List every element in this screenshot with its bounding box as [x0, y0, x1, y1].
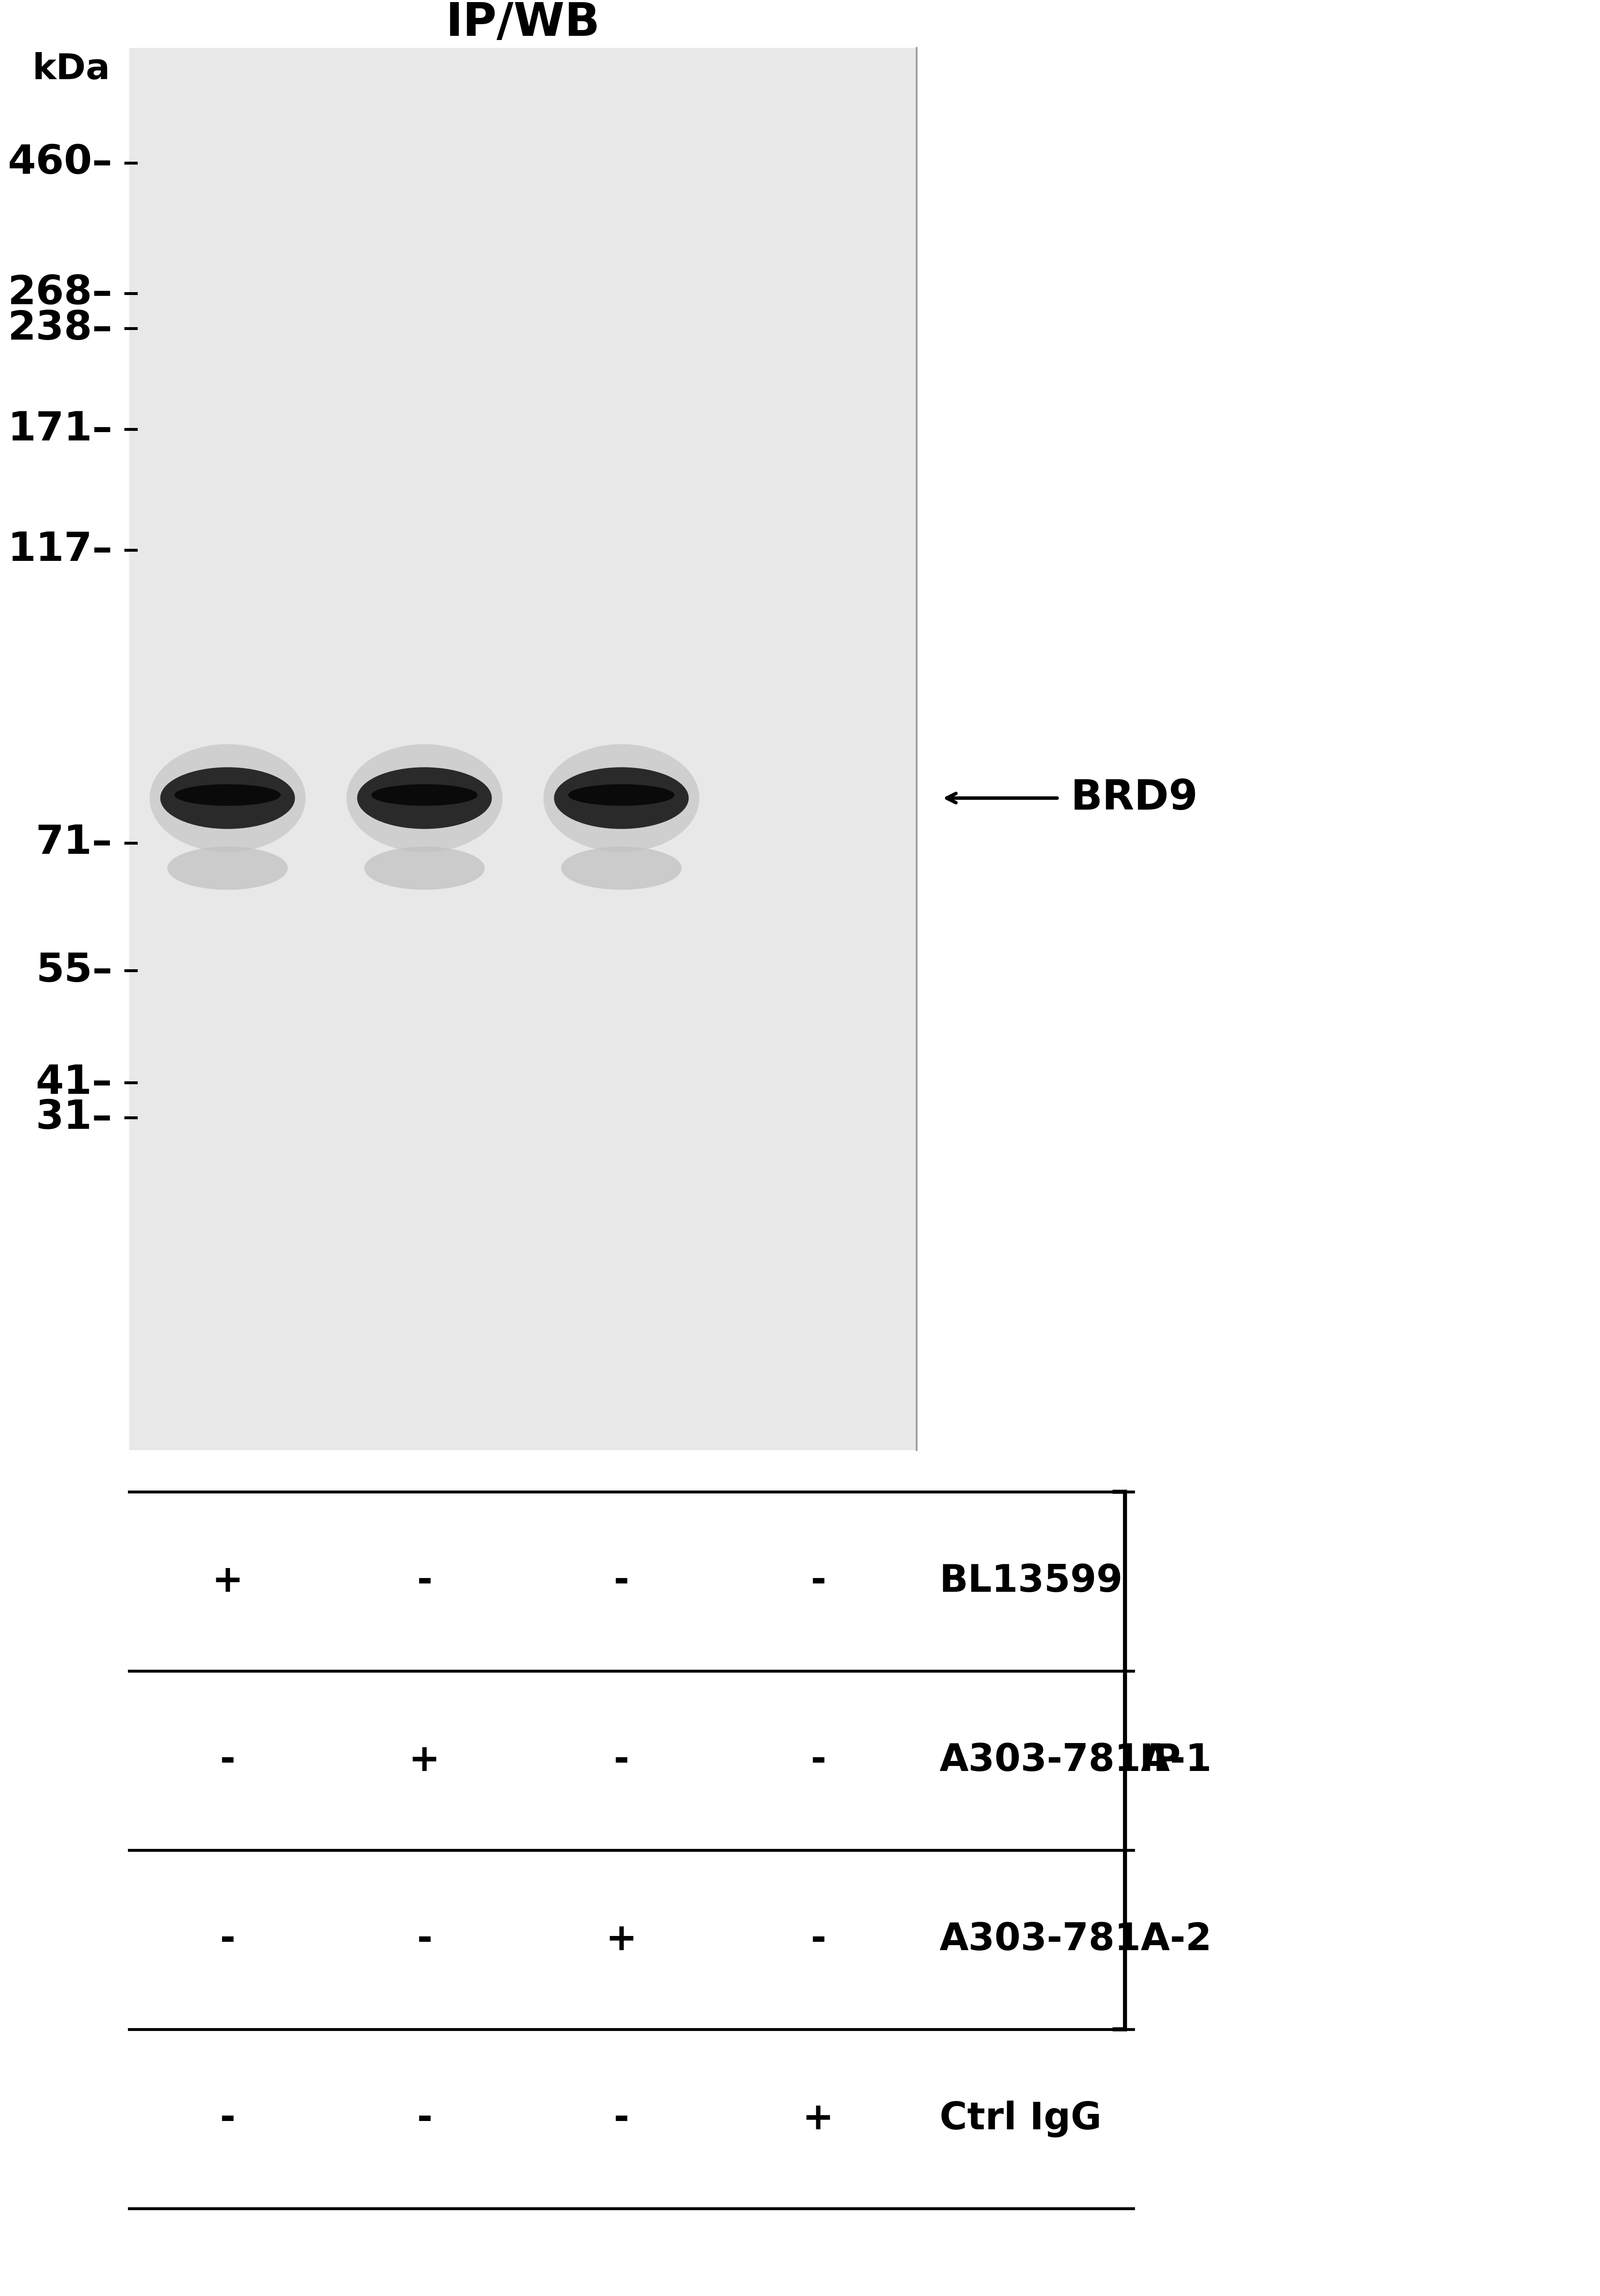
Text: -: -: [416, 1564, 432, 1600]
Text: 268–: 268–: [8, 273, 112, 312]
Text: +: +: [605, 1922, 637, 1958]
Text: -: -: [811, 1922, 826, 1958]
Text: 238–: 238–: [8, 310, 112, 347]
Text: IP: IP: [1139, 1743, 1181, 1779]
Ellipse shape: [347, 744, 502, 852]
Text: BL13599: BL13599: [939, 1564, 1123, 1600]
Text: 41–: 41–: [35, 1063, 112, 1102]
Text: kDa: kDa: [32, 53, 110, 87]
Text: 31–: 31–: [35, 1097, 112, 1137]
Ellipse shape: [562, 847, 682, 891]
Text: -: -: [219, 1743, 235, 1779]
Text: 117–: 117–: [8, 530, 112, 569]
Ellipse shape: [544, 744, 699, 852]
Text: A303-781A-1: A303-781A-1: [939, 1743, 1213, 1779]
Text: -: -: [219, 1922, 235, 1958]
Text: 55–: 55–: [35, 951, 112, 990]
Text: -: -: [416, 2101, 432, 2138]
Text: -: -: [613, 1743, 629, 1779]
Ellipse shape: [371, 785, 478, 806]
Text: A303-781A-2: A303-781A-2: [939, 1922, 1213, 1958]
Ellipse shape: [357, 767, 491, 829]
Text: -: -: [613, 1564, 629, 1600]
Ellipse shape: [174, 785, 280, 806]
Text: +: +: [211, 1564, 243, 1600]
Text: -: -: [219, 2101, 235, 2138]
Text: -: -: [811, 1564, 826, 1600]
Ellipse shape: [365, 847, 485, 891]
Ellipse shape: [150, 744, 306, 852]
Text: 171–: 171–: [8, 411, 112, 448]
Ellipse shape: [168, 847, 288, 891]
Text: -: -: [811, 1743, 826, 1779]
Ellipse shape: [160, 767, 294, 829]
Ellipse shape: [554, 767, 688, 829]
Text: 460–: 460–: [8, 145, 112, 181]
Text: -: -: [416, 1922, 432, 1958]
Text: BRD9: BRD9: [1070, 778, 1198, 817]
Text: Ctrl IgG: Ctrl IgG: [939, 2101, 1101, 2138]
Bar: [130, 48, 917, 1451]
Text: +: +: [408, 1743, 440, 1779]
Text: -: -: [613, 2101, 629, 2138]
Ellipse shape: [568, 785, 675, 806]
Text: +: +: [803, 2101, 834, 2138]
Text: 71–: 71–: [35, 824, 112, 863]
Text: IP/WB: IP/WB: [446, 0, 600, 46]
